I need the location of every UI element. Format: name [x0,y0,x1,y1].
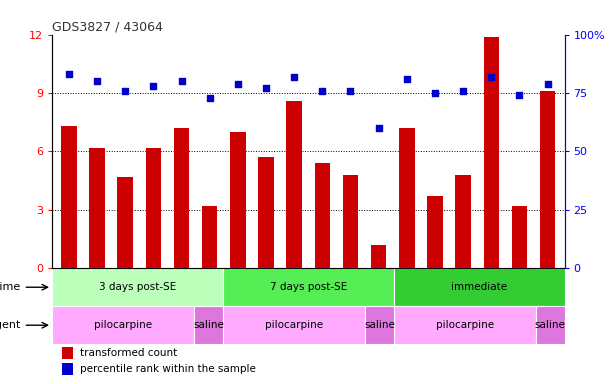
Bar [287,101,302,268]
Text: GDS3827 / 43064: GDS3827 / 43064 [52,20,163,33]
Bar [343,175,358,268]
Bar [223,306,365,344]
Text: immediate: immediate [451,282,507,292]
Bar [145,147,161,268]
Bar [393,306,536,344]
Bar [512,206,527,268]
Point [148,83,158,89]
Bar [89,147,104,268]
Bar [202,206,218,268]
Point [92,78,102,84]
Text: saline: saline [535,320,566,330]
Text: pilocarpine: pilocarpine [436,320,494,330]
Bar [62,348,73,359]
Bar [223,268,393,306]
Bar [455,175,471,268]
Point [514,92,524,98]
Point [430,90,440,96]
Bar [483,36,499,268]
Bar [61,126,76,268]
Point [261,85,271,91]
Bar [52,268,223,306]
Point [64,71,74,77]
Bar [230,132,246,268]
Point [318,88,327,94]
Point [374,125,384,131]
Point [233,81,243,87]
Bar [315,163,330,268]
Point [120,88,130,94]
Text: pilocarpine: pilocarpine [265,320,323,330]
Point [205,94,214,101]
Text: agent: agent [0,320,21,330]
Point [177,78,186,84]
Point [543,81,552,87]
Text: 3 days post-SE: 3 days post-SE [99,282,176,292]
Text: percentile rank within the sample: percentile rank within the sample [80,364,256,374]
Bar [371,245,386,268]
Text: time: time [0,282,21,292]
Bar [365,306,393,344]
Bar [427,196,443,268]
Text: transformed count: transformed count [80,348,177,358]
Bar [52,306,194,344]
Text: saline: saline [364,320,395,330]
Point [346,88,356,94]
Bar [536,306,565,344]
Text: 7 days post-SE: 7 days post-SE [269,282,347,292]
Bar [194,306,223,344]
Bar [174,128,189,268]
Bar [540,91,555,268]
Bar [117,177,133,268]
Bar [399,128,415,268]
Text: saline: saline [193,320,224,330]
Text: pilocarpine: pilocarpine [94,320,152,330]
Point [486,74,496,80]
Bar [258,157,274,268]
Point [458,88,468,94]
Bar [393,268,565,306]
Bar [62,364,73,375]
Point [289,74,299,80]
Point [402,76,412,82]
